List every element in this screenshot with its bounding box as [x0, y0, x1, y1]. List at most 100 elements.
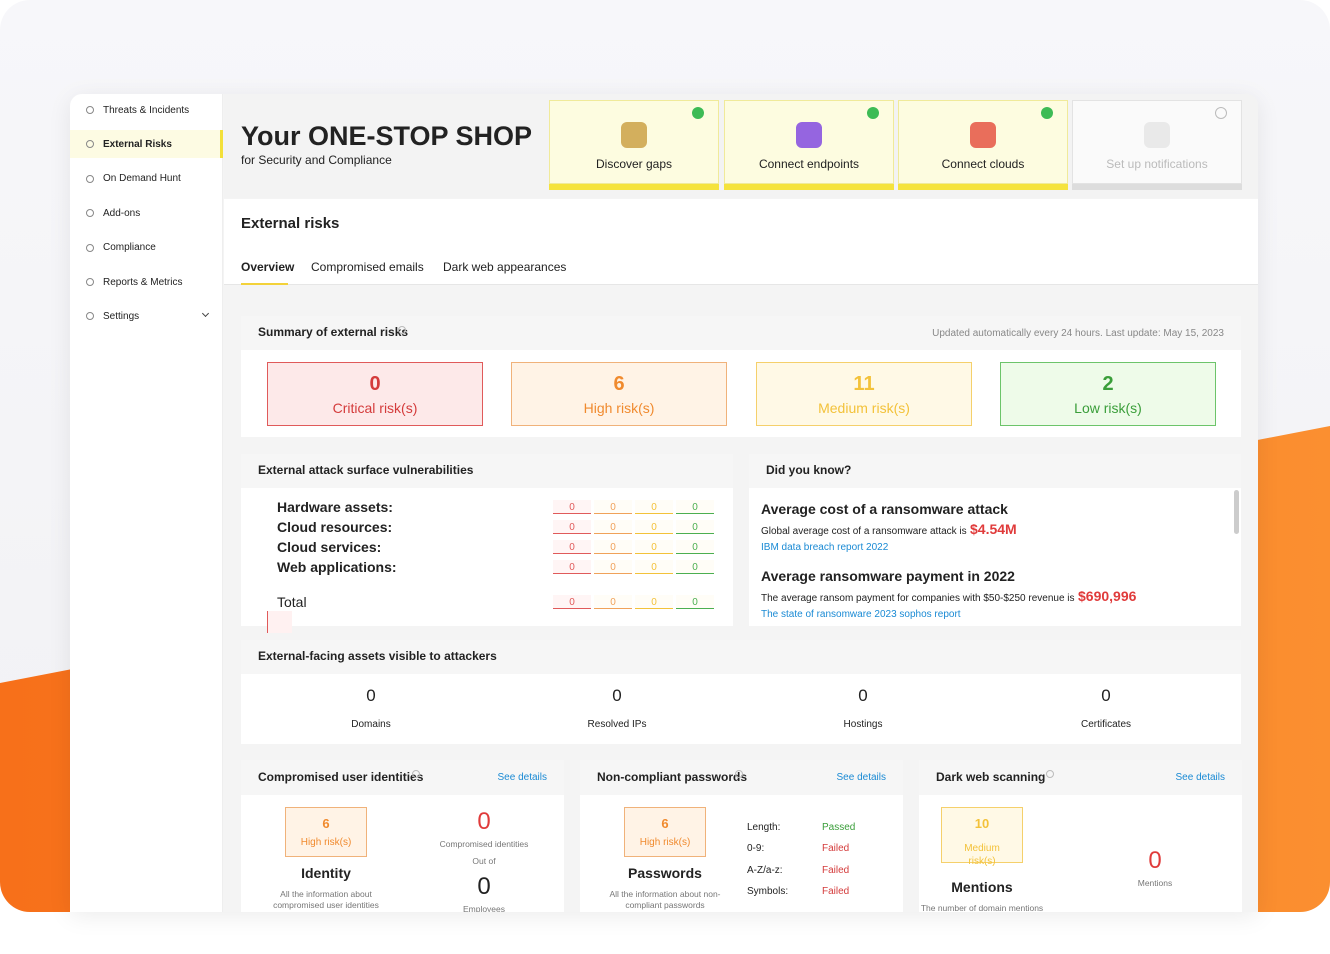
card-description: All the information about compromised us…: [273, 889, 379, 911]
vuln-label: Total: [277, 593, 307, 610]
vuln-value: 0: [651, 561, 657, 573]
sidebar-item[interactable]: Compliance: [103, 242, 156, 254]
step[interactable]: [1072, 100, 1242, 184]
panel-title: Did you know?: [766, 463, 852, 478]
sidebar: [70, 94, 223, 912]
panel-title: External attack surface vulnerabilities: [258, 463, 474, 478]
badge-label: Medium risk(s): [964, 843, 1000, 867]
risk-label: Low risk(s): [1074, 399, 1142, 416]
fact-text: Global average cost of a ransomware atta…: [761, 525, 967, 537]
asset-count: 0: [858, 685, 868, 705]
vuln-value: 0: [569, 541, 575, 553]
updated-note: Updated automatically every 24 hours. La…: [932, 327, 1224, 339]
vuln-cell: [553, 500, 591, 514]
asset-count: 0: [612, 685, 622, 705]
check-status: Passed: [822, 821, 856, 833]
step-icon: [796, 122, 822, 148]
sidebar-icon: [86, 140, 94, 149]
card-description: The number of domain mentions: [920, 903, 1044, 912]
step-label: Set up notifications: [1106, 157, 1208, 172]
sidebar-item[interactable]: Settings: [103, 310, 140, 322]
panel-header: [580, 760, 903, 795]
fact-text: The average ransom payment for companies…: [761, 592, 1075, 604]
badge-count: 6: [661, 815, 669, 831]
sidebar-item[interactable]: Threats & Incidents: [103, 104, 190, 116]
sidebar-icon: [86, 174, 94, 183]
vuln-value: 0: [569, 596, 575, 608]
vuln-cell: [635, 500, 673, 514]
sidebar-icon: [86, 243, 94, 252]
check-label: Length:: [747, 821, 781, 833]
vuln-value: 0: [692, 561, 698, 573]
step-icon: [621, 122, 647, 148]
panel-header: [241, 640, 1241, 674]
panel-header: [919, 760, 1242, 795]
panel-header: [241, 316, 1241, 350]
fact-value: $690,996: [1078, 587, 1137, 604]
fact-value: $4.54M: [970, 520, 1017, 537]
see-details[interactable]: See details: [497, 771, 547, 783]
vuln-value: 0: [692, 501, 698, 513]
vuln-label: Cloud resources:: [277, 518, 393, 535]
vuln-value: 0: [569, 561, 575, 573]
sidebar-item[interactable]: Add-ons: [103, 207, 141, 219]
vuln-value: 0: [651, 541, 657, 553]
step-label: Connect endpoints: [758, 157, 860, 172]
vuln-cell: [635, 540, 673, 554]
sidebar-item[interactable]: External Risks: [103, 138, 172, 150]
check-label: 0-9:: [747, 843, 765, 854]
step[interactable]: [724, 100, 894, 184]
check-status: Failed: [822, 843, 850, 854]
info-icon: [1046, 770, 1054, 778]
asset-label: Resolved IPs: [587, 718, 647, 730]
vuln-cell: [635, 560, 673, 574]
vuln-cell: [553, 560, 591, 574]
vuln-value: 0: [692, 521, 698, 533]
card-name: Identity: [301, 864, 351, 881]
asset-label: Hostings: [843, 718, 883, 730]
sidebar-item[interactable]: On Demand Hunt: [103, 173, 181, 185]
info-icon: [735, 770, 743, 778]
tab[interactable]: Overview: [241, 260, 295, 275]
panel-header: [749, 454, 1241, 488]
vuln-value: 0: [610, 596, 616, 608]
see-details[interactable]: See details: [836, 771, 886, 783]
header-subtitle: for Security and Compliance: [241, 153, 392, 168]
panel-title: Compromised user identities: [258, 769, 424, 784]
check-label: Symbols:: [747, 886, 789, 897]
vuln-value: 0: [569, 501, 575, 513]
risk-label: Medium risk(s): [818, 399, 910, 416]
stat-count: 0: [477, 808, 491, 836]
check-status: Failed: [822, 864, 850, 876]
tab[interactable]: Dark web appearances: [443, 260, 567, 275]
badge-label: High risk(s): [639, 836, 691, 848]
stat-total-label: Employees: [462, 904, 506, 912]
vuln-label: Hardware assets:: [277, 498, 393, 515]
vuln-cell: [553, 520, 591, 534]
vuln-value: 0: [651, 501, 657, 513]
panel-title: Summary of external risks: [258, 325, 409, 340]
step-icon: [1144, 122, 1170, 148]
vuln-cell: [594, 500, 632, 514]
risk-count: 11: [853, 373, 875, 395]
step-status: [867, 107, 879, 119]
vuln-value: 0: [651, 521, 657, 533]
see-details[interactable]: See details: [1175, 771, 1225, 783]
vuln-cell: [676, 540, 714, 554]
fact-heading: Average ransomware payment in 2022: [761, 567, 1015, 584]
step-progress: [1072, 184, 1242, 190]
fact-link[interactable]: IBM data breach report 2022: [761, 541, 889, 553]
step-label: Discover gaps: [595, 157, 673, 172]
sidebar-item[interactable]: Reports & Metrics: [103, 276, 183, 288]
step-status: [1041, 107, 1053, 119]
tab[interactable]: Compromised emails: [311, 260, 424, 275]
tab-underline: [241, 283, 288, 285]
page-band: [224, 199, 1258, 285]
fact-link[interactable]: The state of ransomware 2023 sophos repo…: [761, 608, 961, 620]
vuln-cell: [676, 595, 714, 609]
panel-header: [241, 760, 564, 795]
vuln-cell: [676, 500, 714, 514]
badge-count: 6: [322, 815, 330, 831]
vuln-label: Web applications:: [277, 558, 397, 575]
vuln-marker: [267, 611, 292, 633]
